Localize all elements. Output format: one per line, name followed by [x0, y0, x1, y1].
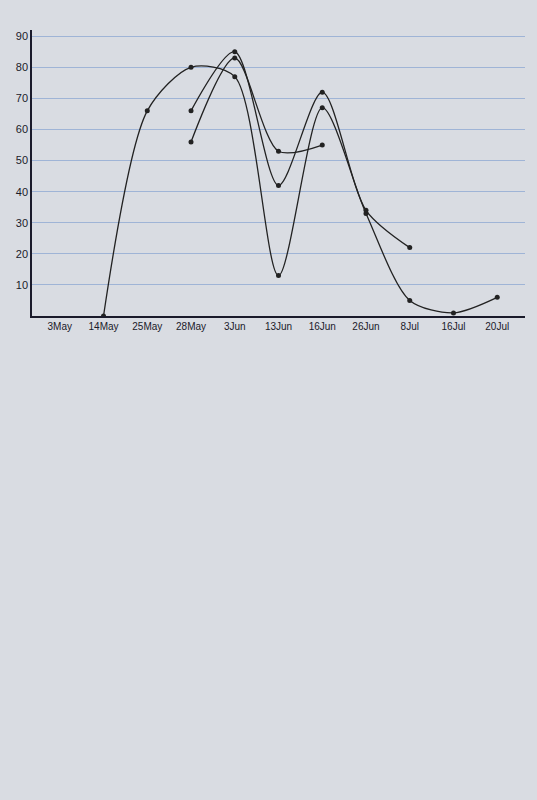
svg-text:90: 90	[16, 30, 28, 42]
svg-text:30: 30	[16, 217, 28, 229]
svg-text:40: 40	[16, 186, 28, 198]
svg-text:16Jul: 16Jul	[442, 321, 466, 332]
svg-text:20Jul: 20Jul	[485, 321, 509, 332]
svg-text:3May: 3May	[48, 321, 72, 332]
svg-text:25May: 25May	[132, 321, 162, 332]
svg-text:50: 50	[16, 154, 28, 166]
svg-text:14May: 14May	[89, 321, 119, 332]
svg-text:13Jun: 13Jun	[265, 321, 292, 332]
svg-text:10: 10	[16, 279, 28, 291]
svg-text:60: 60	[16, 123, 28, 135]
svg-text:20: 20	[16, 248, 28, 260]
svg-text:26Jun: 26Jun	[352, 321, 379, 332]
svg-text:28May: 28May	[176, 321, 206, 332]
svg-text:3Jun: 3Jun	[224, 321, 246, 332]
svg-text:80: 80	[16, 61, 28, 73]
svg-text:8Jul: 8Jul	[401, 321, 419, 332]
svg-text:70: 70	[16, 92, 28, 104]
svg-text:16Jun: 16Jun	[309, 321, 336, 332]
